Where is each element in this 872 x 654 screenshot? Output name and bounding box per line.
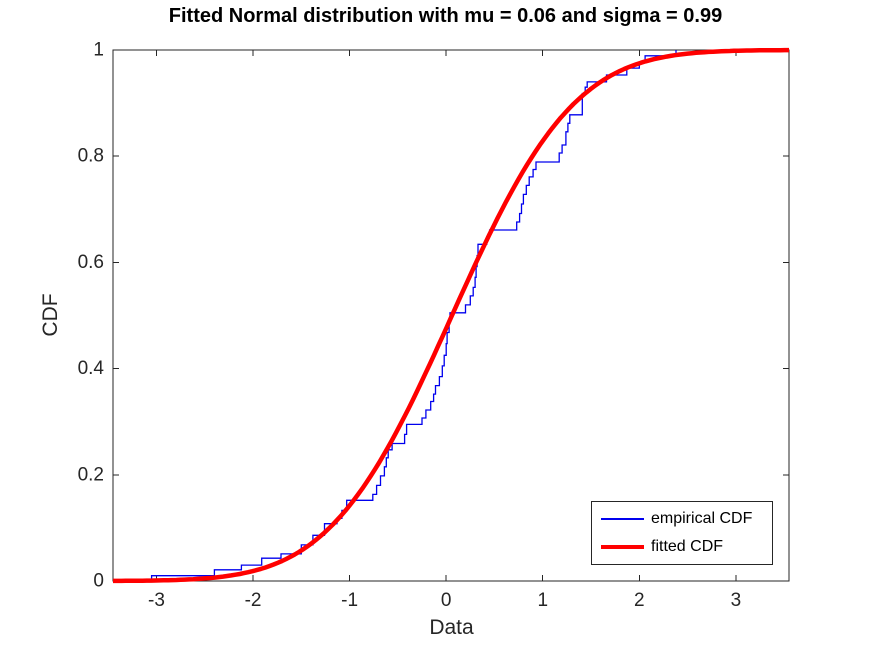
chart-title: Fitted Normal distribution with mu = 0.0… <box>168 5 723 27</box>
y-tick-label: 0.2 <box>78 464 104 485</box>
y-tick-label: 0.6 <box>78 252 104 273</box>
x-tick-label: 1 <box>537 590 548 611</box>
y-axis-label: CDF <box>39 293 62 337</box>
x-tick-label: -2 <box>245 590 262 611</box>
x-tick-label: -1 <box>341 590 358 611</box>
x-tick-label: 0 <box>441 590 452 611</box>
legend-line-sample-fitted <box>601 544 644 550</box>
y-tick-label: 1 <box>93 40 104 61</box>
fitted-cdf-line <box>113 47 789 584</box>
x-tick-label: -3 <box>148 590 165 611</box>
legend-box: empirical CDF fitted CDF <box>591 501 773 565</box>
y-tick-label: 0.4 <box>78 358 105 379</box>
y-tick-label: 0 <box>93 571 104 592</box>
legend-item-empirical: empirical CDF <box>592 508 772 530</box>
axes-frame <box>112 49 790 582</box>
tick-labels: -3 -2 -1 0 1 2 3 0 0.2 0.4 0.6 0.8 1 <box>78 40 742 611</box>
legend-line-sample-empirical <box>601 518 644 520</box>
legend-item-fitted: fitted CDF <box>592 536 772 558</box>
x-tick-label: 2 <box>634 590 645 611</box>
legend-label-empirical: empirical CDF <box>651 510 753 527</box>
legend-label-fitted: fitted CDF <box>651 538 724 555</box>
y-tick-label: 0.8 <box>78 146 104 167</box>
x-axis-label: Data <box>429 616 474 639</box>
x-tick-label: 3 <box>731 590 742 611</box>
